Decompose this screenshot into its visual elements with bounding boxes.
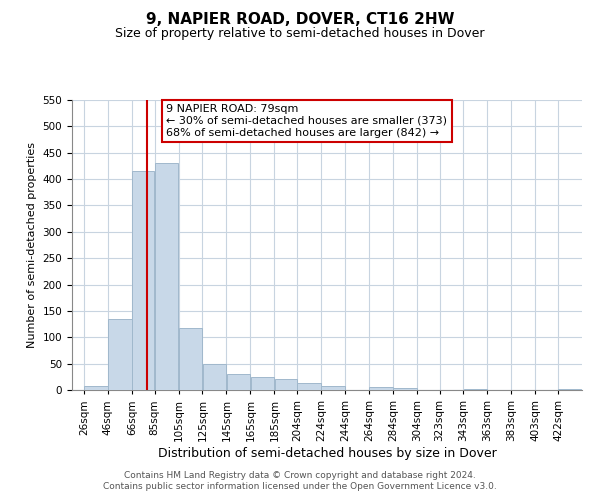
Bar [203, 364, 226, 390]
Text: 9 NAPIER ROAD: 79sqm
← 30% of semi-detached houses are smaller (373)
68% of semi: 9 NAPIER ROAD: 79sqm ← 30% of semi-detac… [166, 104, 448, 138]
Y-axis label: Number of semi-detached properties: Number of semi-detached properties [27, 142, 37, 348]
Bar [155, 164, 178, 390]
Bar [393, 388, 416, 390]
X-axis label: Distribution of semi-detached houses by size in Dover: Distribution of semi-detached houses by … [158, 446, 496, 460]
Bar [321, 386, 345, 390]
Bar [227, 374, 250, 390]
Bar [558, 389, 581, 390]
Bar [132, 171, 154, 390]
Text: Size of property relative to semi-detached houses in Dover: Size of property relative to semi-detach… [115, 28, 485, 40]
Bar [179, 328, 202, 390]
Text: 9, NAPIER ROAD, DOVER, CT16 2HW: 9, NAPIER ROAD, DOVER, CT16 2HW [146, 12, 454, 28]
Bar [275, 380, 297, 390]
Bar [84, 386, 107, 390]
Bar [251, 377, 274, 390]
Text: Contains public sector information licensed under the Open Government Licence v3: Contains public sector information licen… [103, 482, 497, 491]
Bar [298, 383, 321, 390]
Bar [369, 388, 392, 390]
Bar [108, 319, 131, 390]
Text: Contains HM Land Registry data © Crown copyright and database right 2024.: Contains HM Land Registry data © Crown c… [124, 471, 476, 480]
